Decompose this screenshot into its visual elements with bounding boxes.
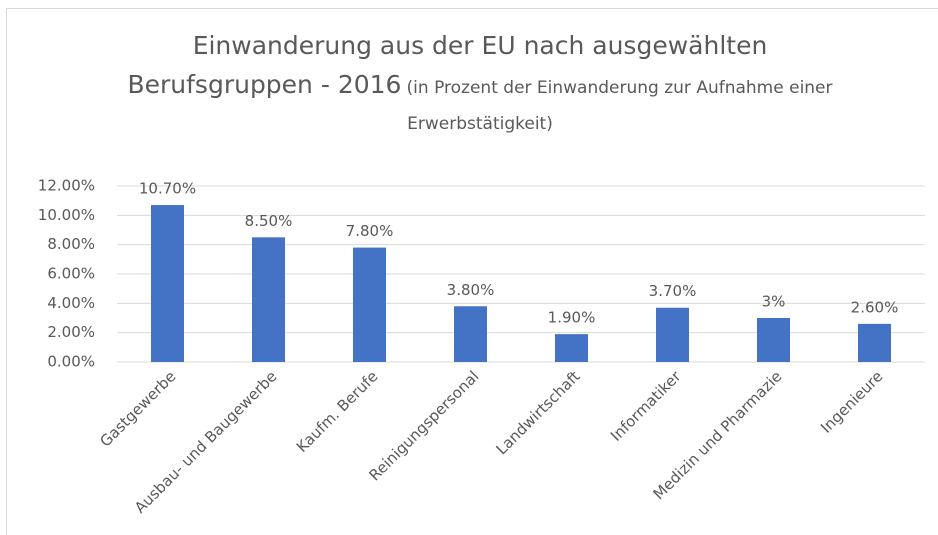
y-tick-label: 2.00% [47, 323, 95, 341]
y-tick-label: 12.00% [38, 177, 95, 195]
data-label: 3.80% [447, 281, 495, 299]
data-label: 1.90% [548, 309, 596, 327]
data-label: 8.50% [245, 212, 293, 230]
bar [353, 247, 386, 362]
x-tick-label: Gastgewerbe [96, 367, 179, 450]
x-tick-label: Ingenieure [817, 367, 886, 436]
x-tick-label: Reinigungspersonal [366, 367, 483, 484]
y-tick-label: 8.00% [47, 235, 95, 253]
chart-border [6, 8, 938, 535]
data-label: 3% [762, 293, 786, 311]
bar [555, 334, 588, 362]
bar [252, 237, 285, 362]
y-tick-label: 0.00% [47, 353, 95, 371]
y-tick-label: 6.00% [47, 265, 95, 283]
bar [656, 307, 689, 362]
chart-title: Einwanderung aus der EU nach ausgewählte… [127, 31, 768, 99]
bar [858, 323, 891, 362]
bar [151, 205, 184, 362]
x-tick-label: Kaufm. Berufe [293, 367, 382, 456]
data-label: 3.70% [649, 282, 697, 300]
y-tick-label: 4.00% [47, 294, 95, 312]
bar [757, 318, 790, 362]
data-label: 7.80% [346, 222, 394, 240]
x-tick-label: Informatiker [607, 367, 685, 445]
bar [454, 306, 487, 362]
y-tick-label: 10.00% [38, 206, 95, 224]
x-tick-label: Landwirtschaft [492, 367, 583, 458]
data-label: 10.70% [139, 180, 196, 198]
title-block: Einwanderung aus der EU nach ausgewählte… [120, 28, 840, 142]
data-label: 2.60% [851, 298, 899, 316]
chart-subtitle: (in Prozent der Einwanderung zur Aufnahm… [406, 78, 833, 134]
